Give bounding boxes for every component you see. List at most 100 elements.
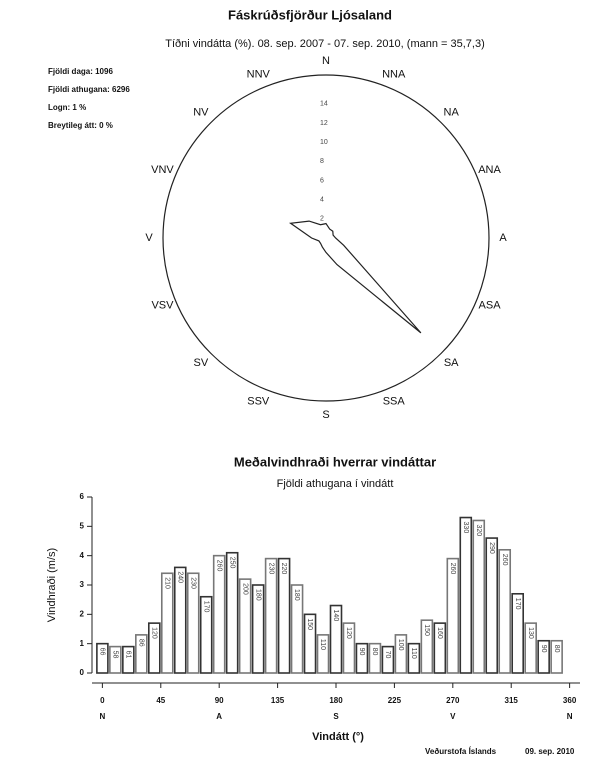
bar: [251, 584, 265, 674]
x-tick-label: 315: [505, 696, 519, 705]
bar: [316, 634, 330, 674]
bar: [329, 604, 343, 674]
direction-label: NV: [193, 107, 209, 119]
bar: [147, 622, 161, 674]
count-label: 180: [293, 589, 300, 601]
x-tick-label: 180: [329, 696, 343, 705]
bar: [446, 557, 460, 674]
compass-label: S: [333, 712, 339, 721]
x-tick-label: 90: [215, 696, 224, 705]
r-tick-label: 14: [320, 101, 328, 108]
bar: [173, 566, 187, 674]
bar: [264, 557, 278, 674]
r-tick-label: 4: [320, 196, 324, 203]
bar: [160, 572, 174, 674]
direction-label: S: [322, 409, 329, 421]
bar: [394, 634, 408, 674]
x-axis-label: Vindátt (°): [312, 731, 364, 743]
bar-title: Meðalvindhraði hverrar vindáttar: [234, 454, 436, 469]
annotation: Breytileg átt: 0 %: [48, 121, 113, 130]
count-label: 220: [280, 563, 287, 575]
count-label: 260: [215, 560, 222, 572]
bar: [368, 642, 382, 674]
y-tick-label: 1: [80, 639, 85, 648]
bar: [472, 519, 486, 674]
y-tick-label: 5: [80, 521, 85, 530]
bar: [355, 642, 369, 674]
direction-label: NA: [444, 107, 460, 119]
bar: [135, 634, 148, 674]
count-label: 90: [540, 645, 547, 653]
count-label: 110: [410, 648, 417, 659]
bar: [342, 622, 356, 674]
bar: [420, 619, 434, 674]
y-tick-label: 2: [80, 609, 85, 618]
bar: [96, 642, 109, 674]
direction-label: SA: [444, 357, 459, 369]
count-label: 290: [488, 542, 495, 554]
y-axis-label: Vindhraði (m/s): [46, 548, 58, 622]
direction-label: NNA: [382, 68, 406, 80]
count-label: 260: [449, 563, 456, 575]
rose-title: Fáskrúðsfjörður Ljósaland: [228, 7, 392, 22]
bar: [290, 584, 304, 674]
direction-label: VNV: [151, 164, 174, 176]
count-label: 170: [514, 598, 521, 610]
x-tick-label: 270: [446, 696, 460, 705]
bar: [524, 622, 537, 674]
direction-label: N: [322, 55, 330, 67]
count-label: 140: [332, 610, 339, 622]
rose-polygon: [288, 220, 422, 334]
bar: [212, 554, 226, 674]
count-label: 61: [124, 651, 131, 659]
count-label: 170: [202, 601, 209, 613]
count-label: 80: [553, 645, 560, 653]
compass-label: V: [450, 712, 456, 721]
count-label: 86: [137, 639, 144, 647]
bar: [381, 645, 395, 674]
r-tick-label: 2: [320, 216, 324, 223]
rose-subtitle: Tíðni vindátta (%). 08. sep. 2007 - 07. …: [165, 38, 485, 50]
bar: [122, 645, 135, 674]
r-tick-label: 8: [320, 158, 324, 165]
bar: [537, 639, 550, 674]
count-label: 210: [163, 577, 170, 589]
count-label: 120: [345, 627, 352, 639]
direction-label: SSV: [247, 395, 270, 407]
bar: [511, 592, 525, 674]
bar: [433, 622, 447, 674]
r-tick-label: 6: [320, 177, 324, 184]
count-label: 230: [189, 577, 196, 589]
rose-circle: [162, 74, 490, 402]
direction-label: NNV: [247, 68, 271, 80]
r-tick-label: 12: [320, 120, 328, 127]
count-label: 180: [254, 589, 261, 601]
y-tick-label: 6: [80, 492, 85, 501]
x-tick-label: 0: [100, 696, 105, 705]
direction-label: V: [145, 232, 153, 244]
compass-label: N: [99, 712, 105, 721]
direction-label: SSA: [383, 395, 406, 407]
x-tick-label: 360: [563, 696, 577, 705]
bar: [109, 645, 122, 674]
count-label: 150: [423, 624, 430, 636]
y-tick-label: 4: [80, 551, 85, 560]
count-label: 80: [371, 648, 378, 656]
direction-label: ASA: [479, 300, 502, 312]
source: Veðurstofa Íslands: [425, 747, 497, 756]
direction-label: SV: [193, 357, 208, 369]
y-tick-label: 3: [80, 580, 85, 589]
bar: [238, 578, 252, 674]
annotation: Fjöldi athugana: 6296: [48, 85, 130, 94]
bar: [485, 537, 499, 674]
bar: [498, 548, 512, 674]
count-label: 58: [112, 651, 119, 659]
bar: [459, 516, 473, 674]
count-label: 260: [501, 554, 508, 566]
y-tick-label: 0: [80, 668, 85, 677]
count-label: 100: [397, 639, 404, 651]
count-label: 130: [527, 627, 534, 639]
count-label: 230: [267, 563, 274, 575]
date: 09. sep. 2010: [525, 747, 575, 756]
